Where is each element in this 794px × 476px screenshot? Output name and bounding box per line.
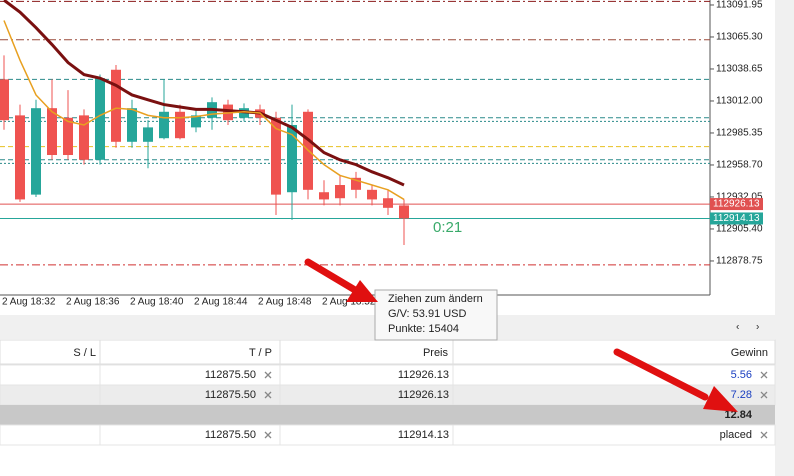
x-tick-label: 2 Aug 18:32 bbox=[2, 297, 56, 308]
candle-body bbox=[335, 185, 345, 199]
moving-average bbox=[3, 20, 405, 201]
positions-table: S / L T / P Preis Gewinn 112875.50 112926.13 5… bbox=[0, 339, 776, 446]
column-header: Gewinn bbox=[731, 347, 768, 359]
total-row bbox=[0, 405, 775, 425]
tooltip: Ziehen zum ändern G/V: 53.91 USD Punkte:… bbox=[374, 289, 498, 341]
candle-body bbox=[287, 124, 297, 193]
candle-body bbox=[159, 111, 169, 139]
price: 112926.13 bbox=[398, 389, 449, 401]
candle-body bbox=[143, 127, 153, 142]
candle-body bbox=[367, 189, 377, 200]
close-icon[interactable] bbox=[760, 371, 768, 379]
candle-body bbox=[79, 115, 89, 160]
close-icon[interactable] bbox=[760, 391, 768, 399]
x-tick-label: 2 Aug 18:48 bbox=[258, 297, 312, 308]
total: 12.84 bbox=[724, 409, 752, 421]
close-icon[interactable] bbox=[264, 431, 272, 439]
column-header: Preis bbox=[423, 347, 449, 359]
candle-body bbox=[351, 177, 361, 190]
candle-body bbox=[319, 192, 329, 200]
annotation-arrow bbox=[304, 258, 738, 412]
close-icon[interactable] bbox=[264, 391, 272, 399]
table-row bbox=[0, 424, 776, 446]
candle-body bbox=[0, 79, 9, 121]
row-value: placed bbox=[720, 429, 752, 441]
y-tick-label: 112958.70 bbox=[716, 160, 763, 171]
price: 112926.13 bbox=[398, 369, 449, 381]
take-profit: 112875.50 bbox=[205, 429, 256, 441]
candle-body bbox=[383, 198, 393, 208]
row-value: 5.56 bbox=[731, 369, 752, 381]
candle-body bbox=[127, 108, 137, 142]
x-tick-label: 2 Aug 18:52 bbox=[322, 297, 376, 308]
tooltip-line: Ziehen zum ändern bbox=[388, 293, 483, 305]
y-tick-label: 113012.00 bbox=[716, 96, 763, 107]
moving-average bbox=[3, 0, 405, 187]
close-icon[interactable] bbox=[760, 431, 768, 439]
y-tick-label: 113065.30 bbox=[716, 32, 763, 43]
candle-body bbox=[15, 115, 25, 200]
header-row bbox=[0, 339, 776, 365]
price-label: 112926.13 bbox=[713, 199, 760, 210]
close-icon[interactable] bbox=[264, 371, 272, 379]
candle-body bbox=[175, 111, 185, 139]
y-tick-label: 112878.75 bbox=[716, 256, 763, 267]
column-header: T / P bbox=[249, 347, 272, 359]
tooltip-line: G/V: 53.91 USD bbox=[388, 308, 467, 320]
price-label-box bbox=[710, 198, 763, 211]
scroll-right[interactable]: › bbox=[756, 322, 759, 333]
candle-body bbox=[63, 117, 73, 156]
candle-body bbox=[111, 69, 121, 142]
price: 112914.13 bbox=[398, 429, 449, 441]
y-tick-label: 112932.05 bbox=[716, 192, 763, 203]
countdown: 0:21 bbox=[433, 219, 462, 236]
candle-body bbox=[47, 108, 57, 156]
candle-body bbox=[271, 117, 281, 195]
y-tick-label: 113091.95 bbox=[716, 0, 763, 11]
row-value: 7.28 bbox=[731, 389, 752, 401]
scrollbar bbox=[775, 0, 794, 476]
chart: 113091.95 113065.30 113038.65 113012.00 1129… bbox=[0, 0, 763, 308]
price-label: 112914.13 bbox=[713, 213, 760, 224]
y-tick-label: 113038.65 bbox=[716, 64, 763, 75]
y-tick-label: 112905.40 bbox=[716, 224, 763, 235]
table-row bbox=[0, 384, 776, 406]
candle-body bbox=[399, 205, 409, 219]
x-tick-label: 2 Aug 18:36 bbox=[66, 297, 120, 308]
x-tick-label: 2 Aug 18:44 bbox=[194, 297, 248, 308]
take-profit: 112875.50 bbox=[205, 389, 256, 401]
price-label-box bbox=[710, 212, 763, 225]
tooltip-box bbox=[374, 289, 498, 341]
column-header: S / L bbox=[73, 347, 96, 359]
scroll-left[interactable]: ‹ bbox=[736, 322, 739, 333]
candle-body bbox=[191, 115, 201, 128]
candle-body bbox=[95, 78, 105, 160]
x-tick-label: 2 Aug 18:40 bbox=[130, 297, 184, 308]
y-tick-label: 112985.35 bbox=[716, 128, 763, 139]
take-profit: 112875.50 bbox=[205, 369, 256, 381]
candle-body bbox=[31, 108, 41, 195]
tooltip-line: Punkte: 15404 bbox=[388, 323, 459, 335]
